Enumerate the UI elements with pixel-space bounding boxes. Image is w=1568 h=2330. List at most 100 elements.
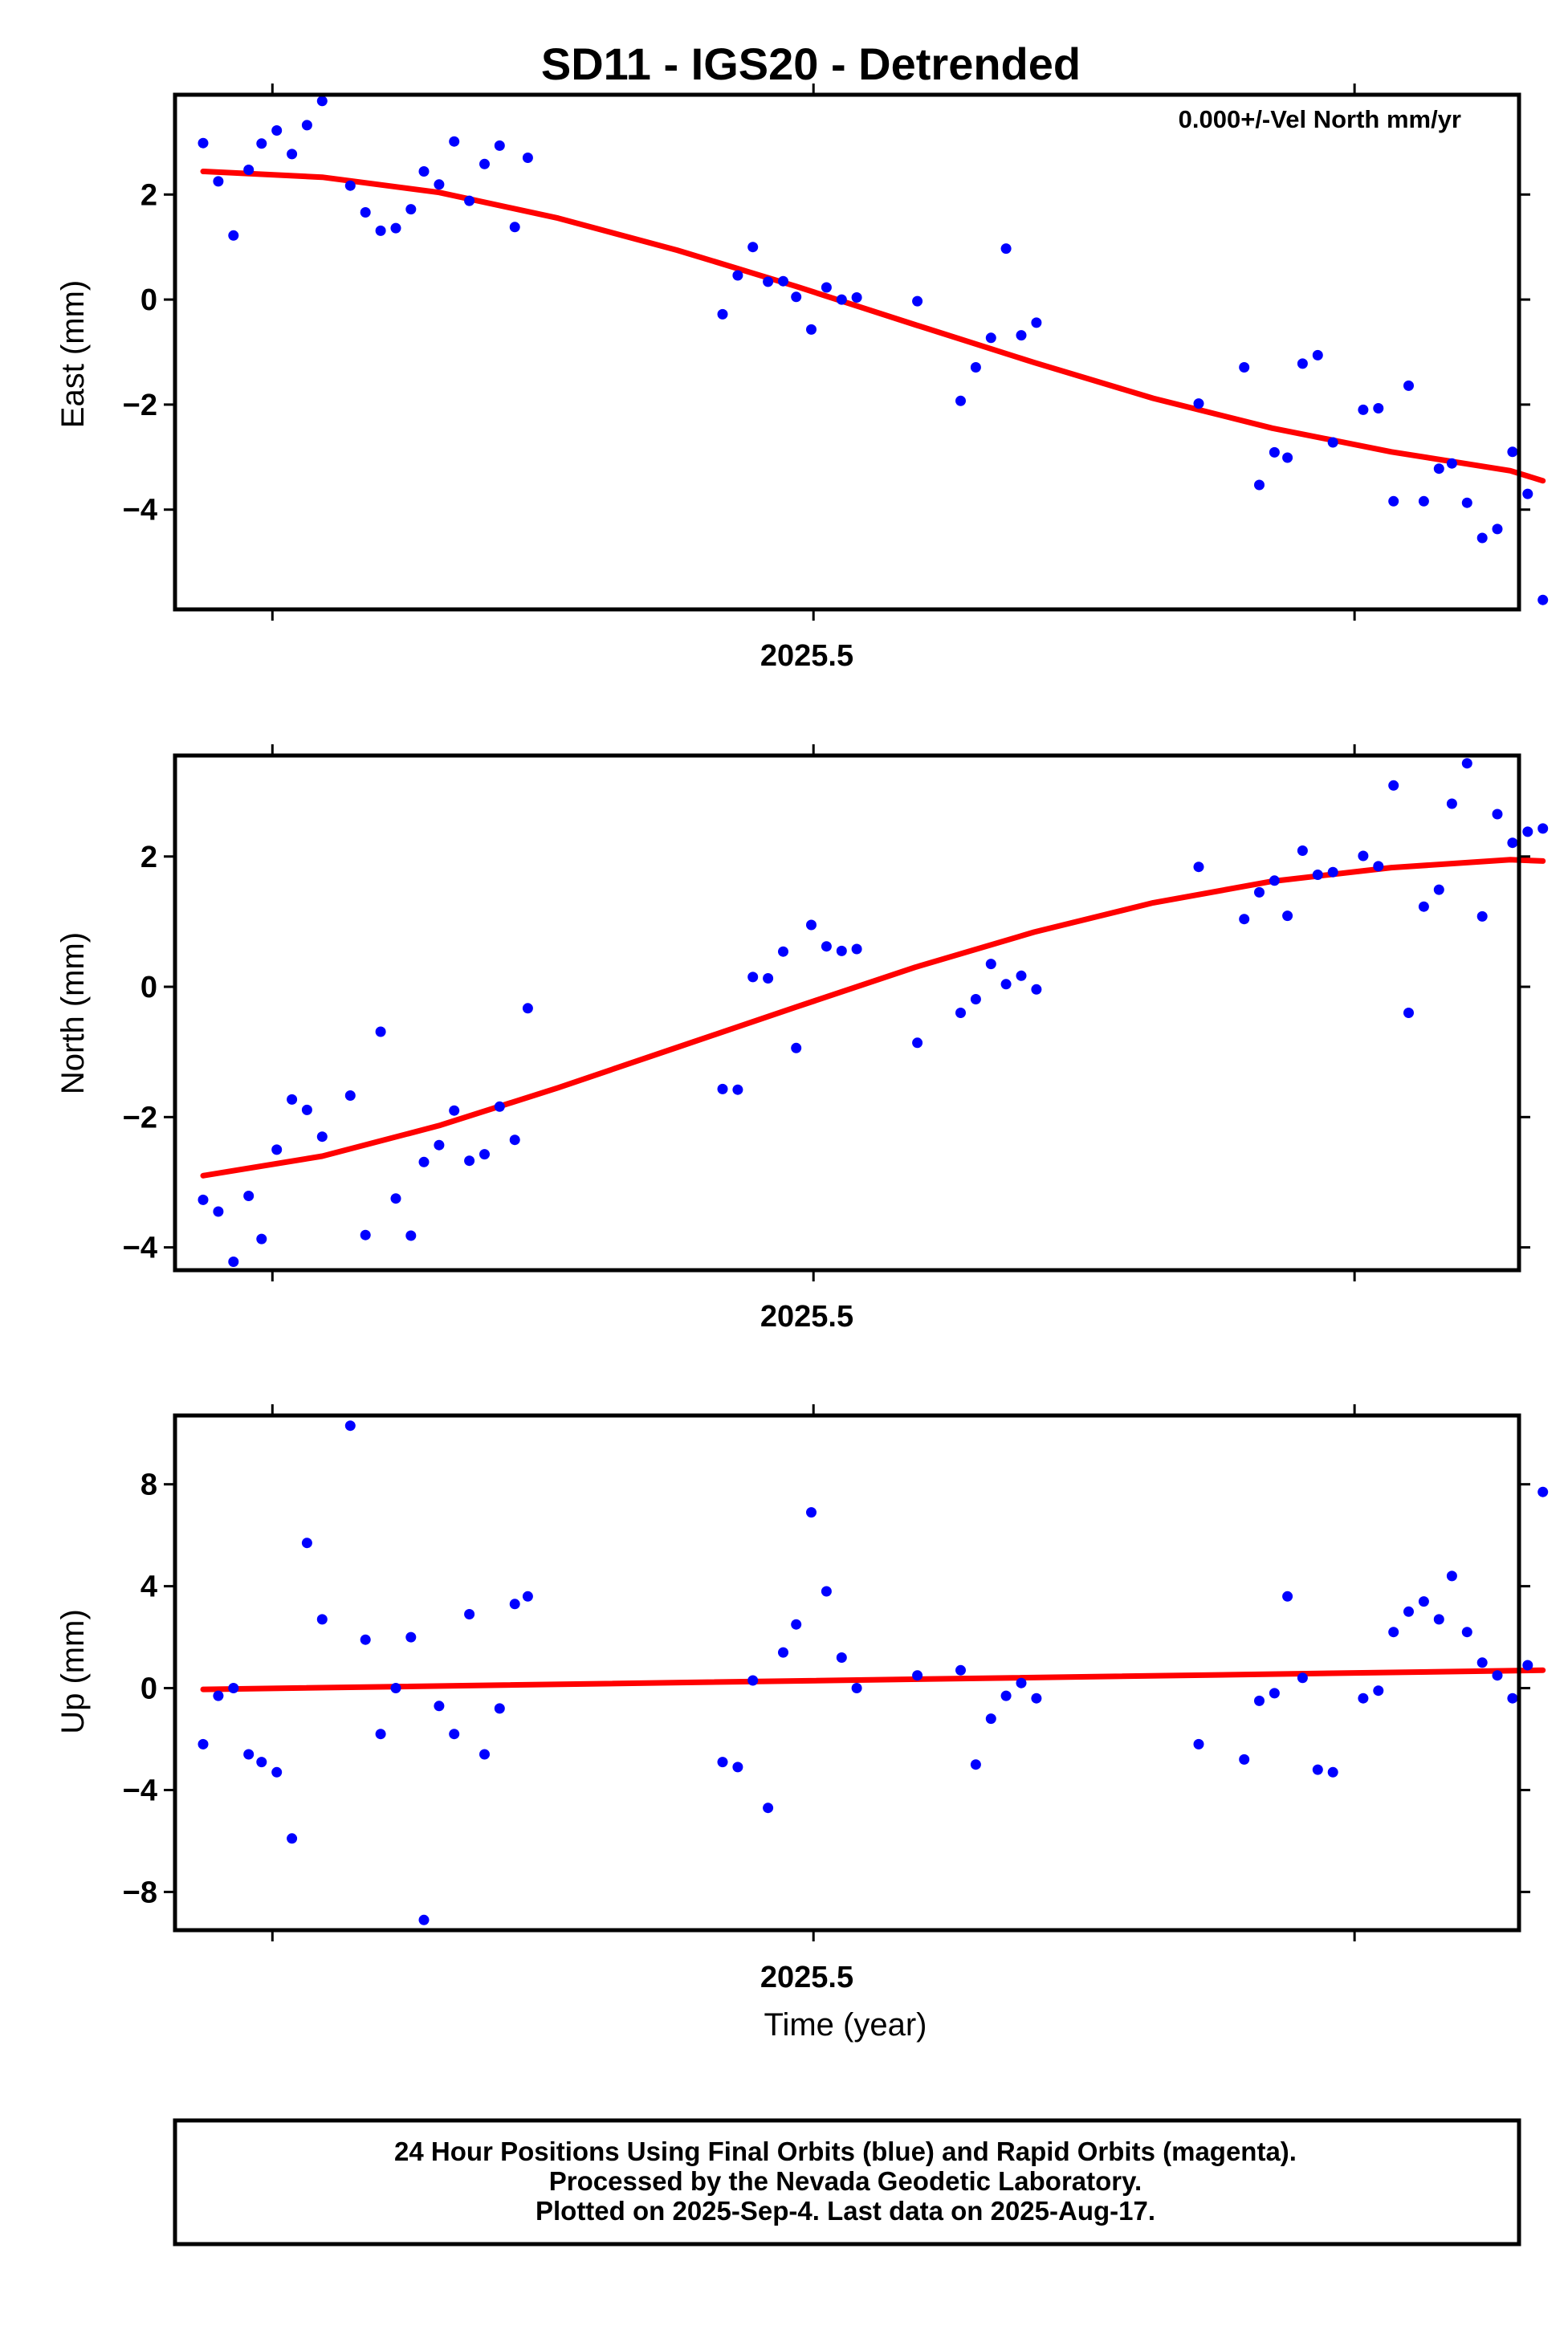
north-data-point <box>1358 850 1369 862</box>
up-data-point <box>256 1757 267 1768</box>
up-data-point <box>1016 1677 1027 1688</box>
north-data-point <box>806 919 817 931</box>
north-data-point <box>405 1230 417 1241</box>
east-data-point <box>1239 362 1250 373</box>
up-data-point <box>1000 1690 1012 1701</box>
north-data-point <box>1507 837 1518 849</box>
north-data-point <box>213 1206 224 1217</box>
up-data-point <box>1373 1685 1384 1697</box>
north-data-point <box>1297 845 1308 856</box>
up-data-point <box>1388 1627 1399 1638</box>
north-data-point <box>851 943 862 955</box>
north-data-point <box>717 1083 728 1094</box>
north-data-point <box>985 959 996 970</box>
north-data-point <box>912 1037 923 1049</box>
up-data-point <box>1254 1695 1265 1706</box>
east-data-point <box>1193 398 1204 409</box>
up-data-point <box>1461 1627 1472 1638</box>
east-data-point <box>434 179 445 190</box>
up-y-tick-label: −4 <box>123 1774 157 1807</box>
east-data-point <box>479 158 490 169</box>
east-data-point <box>1254 479 1265 491</box>
east-y-tick-label: −2 <box>123 389 157 422</box>
north-data-point <box>301 1104 312 1115</box>
up-data-point <box>1239 1754 1250 1765</box>
north-data-point <box>1446 798 1457 809</box>
north-data-point <box>1327 866 1338 878</box>
north-data-point <box>418 1156 430 1167</box>
north-data-point <box>1269 875 1280 886</box>
up-data-point <box>271 1766 283 1778</box>
east-data-point <box>1507 446 1518 458</box>
north-data-point <box>316 1131 328 1143</box>
footer-line-3: Plotted on 2025-Sep-4. Last data on 2025… <box>536 2196 1155 2226</box>
east-data-point <box>717 308 728 320</box>
east-plot-frame <box>173 92 1521 612</box>
north-data-point <box>1476 910 1488 922</box>
east-x-tick-label: 2025.5 <box>760 639 853 673</box>
up-data-point <box>1446 1570 1457 1582</box>
east-data-point <box>360 207 371 218</box>
east-model-curve <box>200 169 1546 484</box>
east-data-point <box>316 96 328 107</box>
east-data-point <box>732 270 743 281</box>
north-data-layer <box>198 758 1549 1267</box>
north-data-point <box>494 1101 505 1112</box>
north-y-tick-label: −4 <box>123 1232 157 1265</box>
north-data-point <box>1031 984 1042 995</box>
up-data-point <box>985 1713 996 1725</box>
up-data-point <box>1507 1693 1518 1704</box>
north-data-point <box>1418 901 1429 912</box>
north-data-point <box>763 973 774 984</box>
up-data-point <box>791 1619 802 1630</box>
up-data-point <box>198 1738 209 1750</box>
up-data-point <box>717 1757 728 1768</box>
east-data-point <box>228 230 239 241</box>
up-data-point <box>522 1591 533 1602</box>
north-data-point <box>955 1008 966 1018</box>
up-data-point <box>1537 1486 1549 1497</box>
north-data-point <box>360 1229 371 1240</box>
up-data-point <box>851 1683 862 1693</box>
up-data-point <box>1193 1738 1204 1750</box>
up-data-point <box>390 1683 401 1693</box>
north-data-point <box>1403 1008 1414 1018</box>
up-data-point <box>732 1762 743 1773</box>
north-data-point <box>791 1042 802 1053</box>
north-data-point <box>449 1105 460 1116</box>
up-data-point <box>1282 1591 1293 1602</box>
up-data-point <box>479 1749 490 1760</box>
east-data-point <box>791 291 802 303</box>
east-data-point <box>464 195 475 206</box>
north-data-point <box>509 1134 520 1146</box>
east-data-point <box>243 165 255 175</box>
east-data-point <box>494 140 505 151</box>
north-y-tick-label: 0 <box>141 971 157 1004</box>
up-data-point <box>494 1703 505 1714</box>
north-data-point <box>1016 970 1027 981</box>
north-data-point <box>479 1149 490 1160</box>
footer-line-2: Processed by the Nevada Geodetic Laborat… <box>549 2166 1142 2196</box>
up-data-point <box>747 1675 759 1686</box>
up-y-tick-label: 0 <box>141 1672 157 1706</box>
up-data-point <box>405 1631 417 1643</box>
north-data-point <box>970 994 981 1004</box>
east-data-point <box>955 395 966 406</box>
north-data-point <box>1537 823 1549 834</box>
up-y-tick-label: −8 <box>123 1876 157 1909</box>
up-panel: 2025.5 Time (year) Up (mm) 8 4 0 −4 −8 <box>55 1404 1549 2043</box>
east-data-point <box>836 294 847 305</box>
up-model-curve <box>200 1667 1546 1693</box>
up-data-point <box>1433 1614 1444 1625</box>
up-data-point <box>287 1833 298 1844</box>
up-data-point <box>1312 1764 1323 1775</box>
up-data-point <box>1403 1606 1414 1617</box>
east-data-point <box>851 292 862 303</box>
north-panel: 2025.5 North (mm) 2 0 −2 −4 <box>55 744 1549 1334</box>
east-data-point <box>198 137 209 149</box>
up-data-point <box>763 1802 774 1814</box>
east-data-point <box>1418 495 1429 507</box>
up-y-tick-label: 4 <box>141 1570 157 1604</box>
up-y-axis-label: Up (mm) <box>55 1609 91 1734</box>
north-data-point <box>1492 809 1503 820</box>
